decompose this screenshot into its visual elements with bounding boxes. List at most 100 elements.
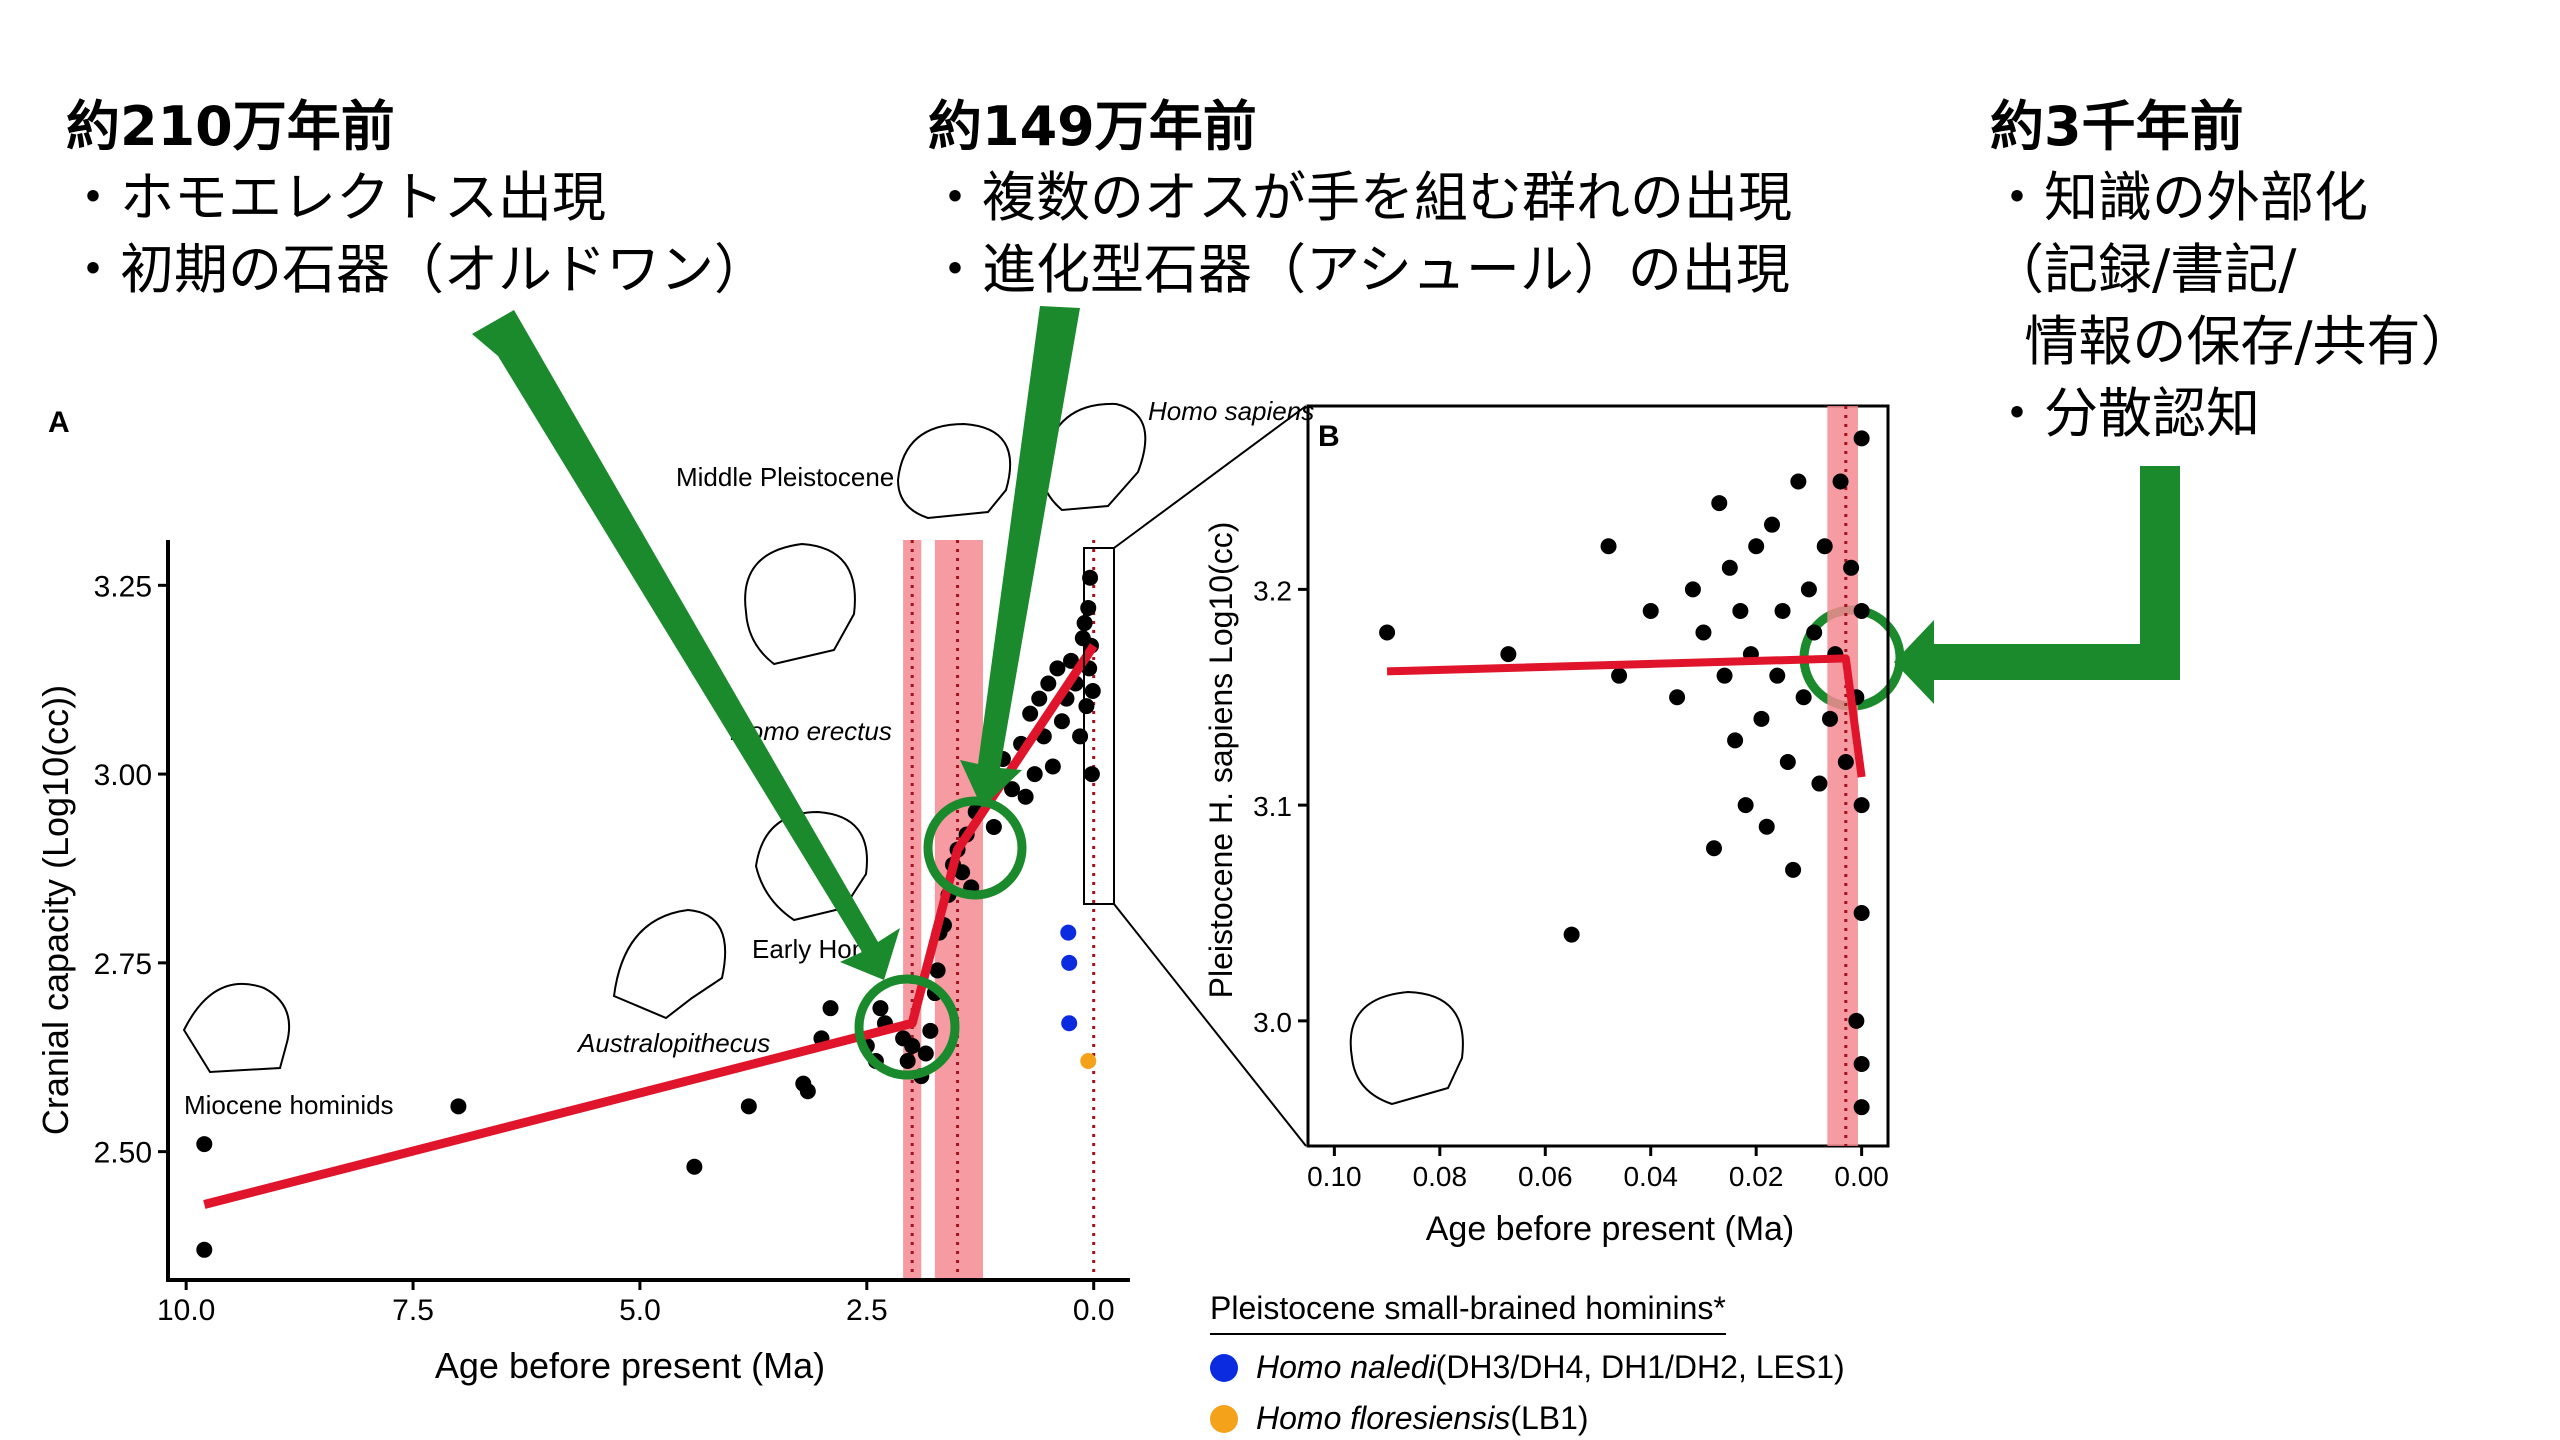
data-point	[822, 1000, 839, 1017]
data-point	[1737, 797, 1754, 814]
data-point	[1811, 775, 1828, 792]
annotation-line: ・進化型石器（アシュール）の出現	[928, 238, 1790, 301]
arrow-1.49ma	[960, 306, 1080, 808]
annotation-heading: 約210万年前	[66, 95, 395, 158]
x-tick-label: 5.0	[619, 1294, 661, 1327]
panel-a-letter: A	[48, 406, 70, 439]
data-point	[1795, 689, 1812, 706]
annotation-1.49ma: 約149万年前 ・複数のオスが手を組む群れの出現 ・進化型石器（アシュール）の出…	[928, 92, 1792, 306]
y-tick-label: 2.75	[94, 948, 152, 981]
data-point	[954, 864, 971, 881]
data-point	[740, 1098, 757, 1115]
data-point	[1785, 861, 1802, 878]
data-point	[1721, 559, 1738, 576]
data-point	[196, 1241, 213, 1258]
shaded-interval-band	[1827, 406, 1858, 1146]
label-homo-sapiens: Homo sapiens	[1148, 396, 1314, 426]
x-tick-label: 0.0	[1073, 1294, 1115, 1327]
data-point	[1060, 924, 1077, 941]
data-point	[1500, 646, 1517, 663]
panel-a-trend-line	[203, 643, 1098, 1209]
annotation-line: 情報の保存/共有）	[1990, 310, 2475, 373]
panel-a-ylabel: Cranial capacity (Log10(cc))	[35, 685, 76, 1135]
legend-entry-floresiensis: Homo floresiensis (LB1)	[1210, 1400, 1845, 1437]
data-point	[1063, 652, 1080, 669]
x-tick-label: 2.5	[846, 1294, 888, 1327]
annotation-heading: 約149万年前	[928, 95, 1257, 158]
panel-b-ylabel: Pleistocene H. sapiens Log10(cc)	[1203, 522, 1239, 999]
data-point	[196, 1136, 213, 1153]
x-tick-label: 0.10	[1307, 1161, 1362, 1192]
data-point	[1853, 1099, 1870, 1116]
annotation-line: ・初期の石器（オルドワン）	[66, 238, 768, 301]
data-point	[1049, 660, 1066, 677]
annotation-heading: 約3千年前	[1990, 95, 2244, 158]
data-point	[1022, 705, 1039, 722]
x-tick-label: 0.06	[1518, 1161, 1573, 1192]
legend-swatch	[1210, 1353, 1238, 1382]
legend-species: Homo naledi	[1256, 1349, 1436, 1385]
annotation-line: ・複数のオスが手を組む群れの出現	[928, 166, 1792, 229]
data-point	[1061, 1015, 1078, 1032]
data-point	[686, 1158, 703, 1175]
panel-b-trend-line	[1386, 654, 1866, 778]
data-point	[1031, 690, 1048, 707]
data-point	[1053, 713, 1070, 730]
arrow-2.1ma	[472, 310, 900, 980]
y-tick-label: 3.0	[1253, 1007, 1292, 1038]
data-point	[1044, 758, 1061, 775]
data-point	[872, 1000, 889, 1017]
legend-specimens: (DH3/DH4, DH1/DH2, LES1)	[1435, 1349, 1845, 1385]
data-point	[1026, 766, 1043, 783]
data-point	[1753, 710, 1770, 727]
data-point	[1853, 430, 1870, 447]
legend-title: Pleistocene small-brained hominins*	[1210, 1290, 1726, 1335]
data-point	[1748, 538, 1765, 555]
panel-a-xlabel: Age before present (Ma)	[435, 1345, 825, 1386]
data-point	[1853, 904, 1870, 921]
annotation-line: ・分散認知	[1990, 382, 2260, 445]
circle-1.49ma	[923, 796, 1027, 900]
label-miocene: Miocene hominids	[184, 1090, 394, 1120]
annotation-overlay	[472, 306, 2180, 1080]
zoom-connector-top	[1113, 405, 1307, 549]
data-point	[929, 962, 946, 979]
y-tick-label: 3.25	[94, 570, 152, 603]
data-point	[1669, 689, 1686, 706]
panel-b-letter: B	[1318, 420, 1340, 453]
data-point	[1080, 1053, 1097, 1070]
annotation-line: ・知識の外部化	[1990, 166, 2368, 229]
panel-a-plot: 10.0 7.5 5.0 2.5 0.0 2.50 2.75 3.00 3.25 Cranial…	[35, 306, 2180, 1386]
data-point	[1684, 581, 1701, 598]
data-point	[799, 1083, 816, 1100]
data-point	[1084, 683, 1101, 700]
skull-illustration	[1349, 990, 1464, 1106]
annotation-3ka: 約3千年前 ・知識の外部化 （記録/書記/ 情報の保存/共有） ・分散認知	[1990, 92, 2475, 450]
data-point	[1779, 753, 1796, 770]
panel-b-frame	[1306, 404, 1890, 1148]
data-point	[1790, 473, 1807, 490]
data-point	[1832, 473, 1849, 490]
legend-swatch	[1210, 1404, 1238, 1433]
data-point	[1843, 559, 1860, 576]
data-point	[1072, 728, 1089, 745]
data-point	[1758, 818, 1775, 835]
data-point	[1837, 753, 1854, 770]
data-point	[1769, 667, 1786, 684]
data-point	[1004, 781, 1021, 798]
data-point	[1806, 624, 1823, 641]
arrow-3ka	[1894, 466, 2180, 704]
label-australopithecus: Australopithecus	[576, 1028, 770, 1058]
legend-species: Homo floresiensis	[1256, 1400, 1511, 1436]
data-point	[1853, 797, 1870, 814]
x-tick-label: 0.02	[1729, 1161, 1784, 1192]
data-point	[1816, 538, 1833, 555]
data-point	[1764, 516, 1780, 533]
y-tick-label: 3.1	[1253, 791, 1292, 822]
circle-2.1ma	[854, 974, 960, 1080]
data-point	[917, 1045, 934, 1062]
x-tick-label: 0.08	[1413, 1161, 1468, 1192]
data-point	[1853, 602, 1870, 619]
data-point	[1732, 602, 1749, 619]
